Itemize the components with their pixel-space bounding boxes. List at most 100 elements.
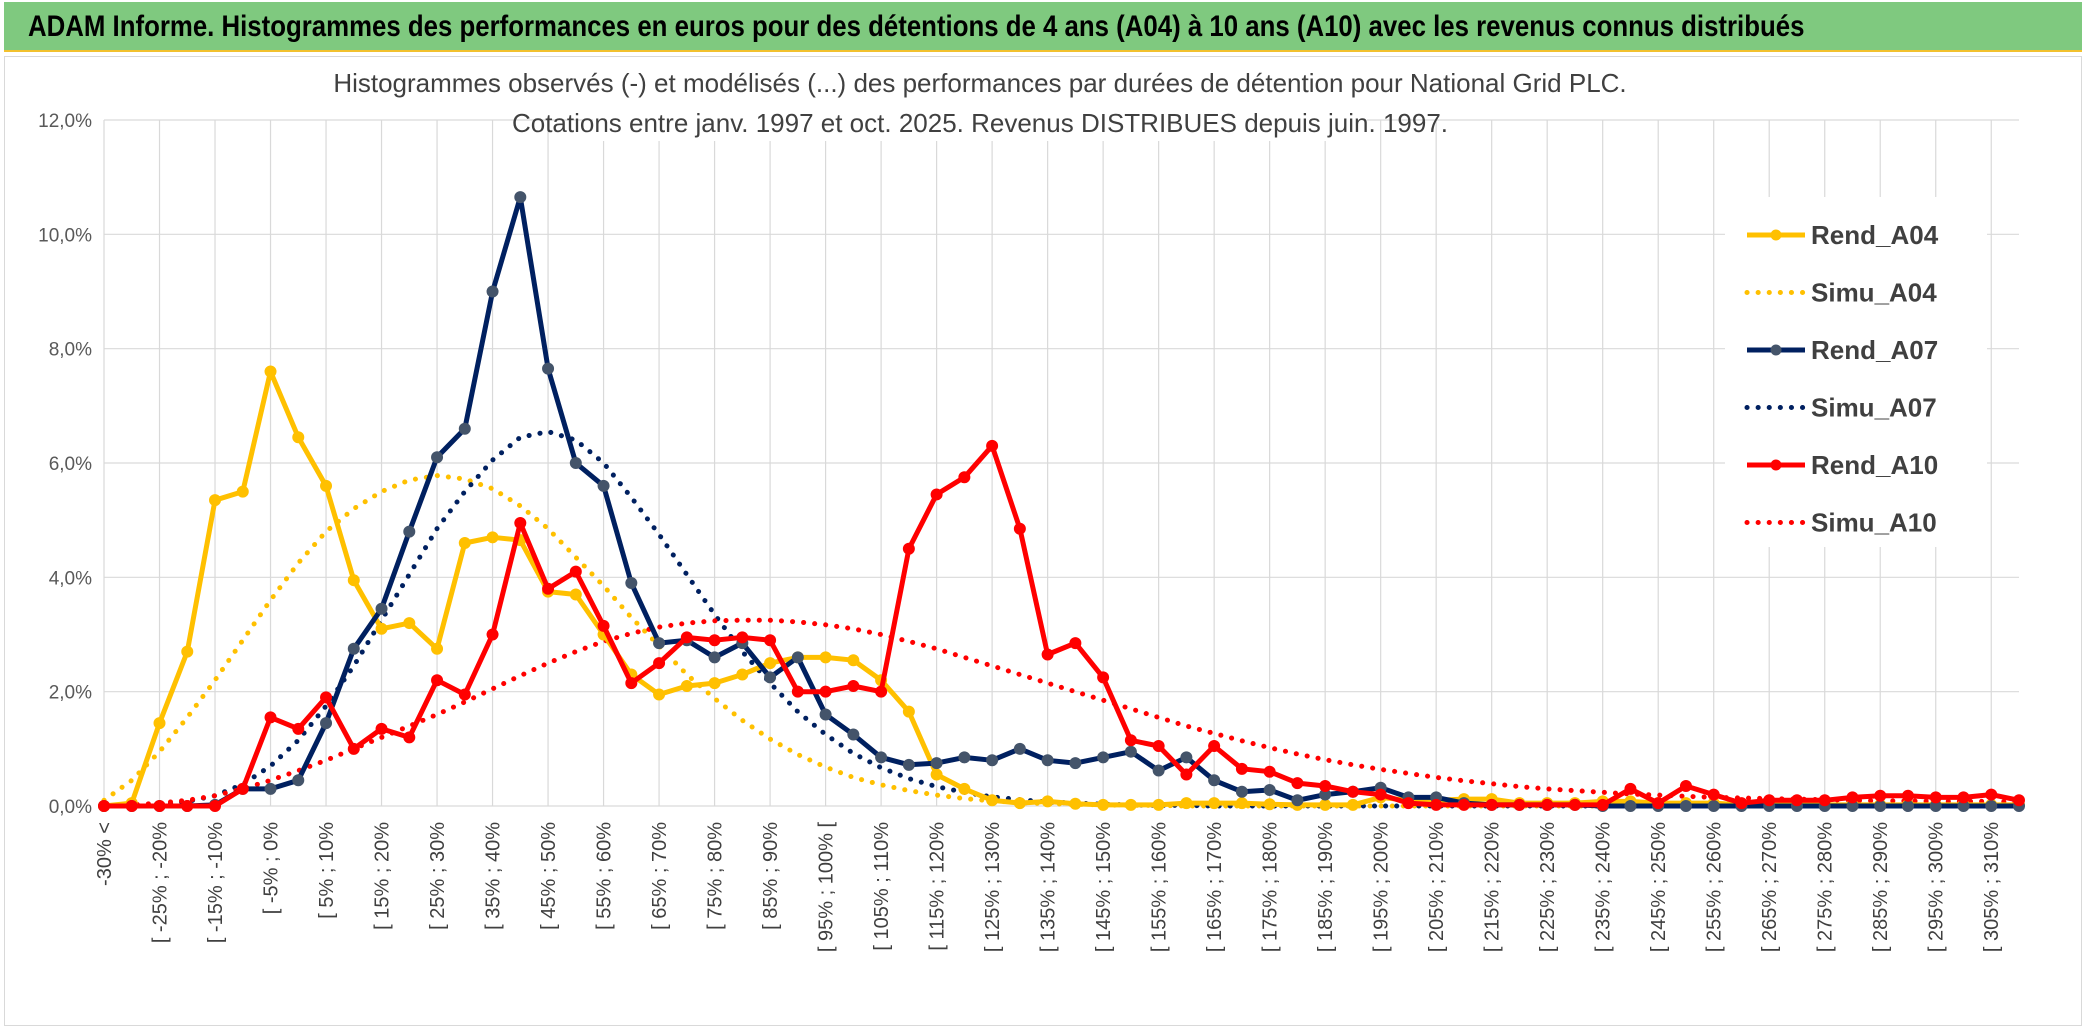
- data-point-rend_a10: [1097, 671, 1110, 684]
- data-point-rend_a04: [1097, 798, 1110, 811]
- data-point-rend_a07: [1263, 783, 1276, 796]
- data-point-rend_a04: [375, 622, 388, 635]
- data-point-rend_a04: [209, 494, 222, 507]
- x-tick-label: [ 5% ; 10%: [316, 822, 338, 919]
- x-tick-label: [ 15% ; 20%: [372, 822, 394, 930]
- x-tick-label: -30% <: [94, 822, 116, 886]
- data-point-rend_a04: [264, 365, 277, 378]
- data-point-rend_a04: [986, 794, 999, 807]
- data-point-rend_a07: [431, 451, 444, 464]
- data-point-rend_a07: [1208, 774, 1221, 787]
- data-point-rend_a04: [653, 688, 666, 701]
- data-point-rend_a07: [1679, 800, 1692, 812]
- data-point-rend_a04: [403, 617, 416, 630]
- data-point-rend_a07: [958, 751, 971, 764]
- data-point-rend_a04: [930, 768, 943, 781]
- chart-area: Histogrammes observés (-) et modélisés (…: [4, 56, 2082, 1026]
- data-point-rend_a07: [1069, 757, 1082, 770]
- data-point-rend_a10: [209, 800, 222, 812]
- x-tick-label: [ -25% ; -20%: [150, 822, 172, 943]
- data-point-rend_a10: [486, 628, 499, 641]
- data-point-rend_a07: [930, 757, 943, 770]
- data-point-rend_a04: [708, 677, 721, 690]
- data-point-rend_a07: [597, 479, 610, 492]
- x-tick-label: [ 285% ; 290%: [1870, 822, 1892, 952]
- data-point-rend_a10: [1707, 788, 1720, 801]
- data-point-rend_a10: [708, 634, 721, 647]
- x-axis: -30% < [ -25% ; -20% [ -15% ; -10% [ -5% ; …: [94, 822, 2003, 953]
- legend-marker-rend_a04: [1770, 229, 1782, 241]
- series-line-rend_a07: [104, 194, 2019, 809]
- data-point-rend_a04: [458, 537, 471, 550]
- x-tick-label: [ 245% ; 250%: [1648, 822, 1670, 952]
- data-point-rend_a07: [791, 651, 804, 664]
- data-point-rend_a07: [1291, 794, 1304, 807]
- data-point-rend_a10: [1485, 798, 1498, 811]
- data-point-rend_a10: [1679, 779, 1692, 792]
- data-point-rend_a07: [1624, 800, 1637, 812]
- x-tick-label: [ 35% ; 40%: [483, 822, 505, 930]
- data-point-rend_a07: [514, 191, 527, 204]
- data-point-rend_a04: [1013, 797, 1026, 810]
- x-tick-label: [ 135% ; 140%: [1038, 822, 1060, 952]
- data-point-rend_a10: [236, 782, 249, 795]
- x-tick-label: [ 295% ; 300%: [1926, 822, 1948, 952]
- data-point-rend_a10: [1790, 794, 1803, 807]
- legend-marker-rend_a07: [1770, 344, 1782, 356]
- data-point-rend_a07: [292, 774, 305, 787]
- data-point-rend_a10: [1513, 798, 1526, 811]
- data-point-rend_a10: [1735, 797, 1748, 810]
- legend-label-rend_a10: Rend_A10: [1811, 450, 1938, 480]
- data-point-rend_a07: [764, 671, 777, 684]
- data-point-rend_a10: [847, 679, 860, 692]
- x-tick-label: [ 185% ; 190%: [1315, 822, 1337, 952]
- legend-label-simu_a04: Simu_A04: [1811, 278, 1937, 308]
- data-point-rend_a10: [1374, 788, 1387, 801]
- data-point-rend_a10: [1763, 794, 1776, 807]
- data-point-rend_a10: [2013, 794, 2025, 807]
- y-tick-label: 6,0%: [49, 454, 92, 475]
- data-point-rend_a10: [1041, 648, 1054, 661]
- y-axis: 0,0% 2,0% 4,0% 6,0% 8,0% 10,0% 12,0%: [38, 111, 92, 818]
- data-point-rend_a07: [1985, 800, 1998, 812]
- x-tick-label: [ 195% ; 200%: [1371, 822, 1393, 952]
- data-point-rend_a04: [902, 705, 915, 718]
- data-point-rend_a10: [986, 439, 999, 452]
- legend-background: [1725, 197, 1987, 547]
- data-point-rend_a04: [1263, 798, 1276, 811]
- x-tick-label: [ 25% ; 30%: [427, 822, 449, 930]
- data-point-rend_a10: [764, 634, 777, 647]
- data-point-rend_a04: [736, 668, 749, 681]
- data-point-rend_a10: [625, 677, 638, 690]
- x-tick-label: [ 235% ; 240%: [1593, 822, 1615, 952]
- data-point-rend_a04: [847, 654, 860, 667]
- data-point-rend_a07: [542, 362, 555, 375]
- series-line-simu_a10: [101, 617, 2022, 809]
- x-tick-label: [ -5% ; 0%: [261, 822, 283, 914]
- data-point-rend_a04: [431, 642, 444, 655]
- data-point-rend_a10: [1319, 779, 1332, 792]
- x-tick-label: [ 205% ; 210%: [1426, 822, 1448, 952]
- x-tick-label: [ 45% ; 50%: [538, 822, 560, 930]
- data-point-rend_a07: [1041, 754, 1054, 767]
- data-point-rend_a10: [1291, 777, 1304, 790]
- series-line-rend_a04: [103, 369, 2019, 809]
- data-point-rend_a07: [1707, 800, 1720, 812]
- data-point-rend_a07: [1097, 751, 1110, 764]
- x-tick-label: [ 155% ; 160%: [1149, 822, 1171, 952]
- data-point-rend_a10: [1846, 791, 1859, 804]
- data-point-rend_a10: [320, 691, 333, 704]
- data-point-rend_a04: [1235, 797, 1248, 810]
- data-point-rend_a10: [819, 685, 832, 698]
- legend: Rend_A04 Simu_A04 Rend_A07 Simu_A07 Rend_A10…: [1725, 197, 1987, 547]
- data-point-rend_a10: [1013, 522, 1026, 535]
- data-point-rend_a10: [542, 582, 555, 595]
- data-point-rend_a10: [1901, 789, 1914, 802]
- legend-label-rend_a04: Rend_A04: [1811, 220, 1939, 250]
- data-point-rend_a07: [1180, 751, 1193, 764]
- data-point-rend_a07: [375, 602, 388, 615]
- data-point-rend_a04: [181, 645, 194, 658]
- data-point-rend_a07: [986, 754, 999, 767]
- x-tick-label: [ 65% ; 70%: [649, 822, 671, 930]
- legend-label-simu_a07: Simu_A07: [1811, 393, 1937, 423]
